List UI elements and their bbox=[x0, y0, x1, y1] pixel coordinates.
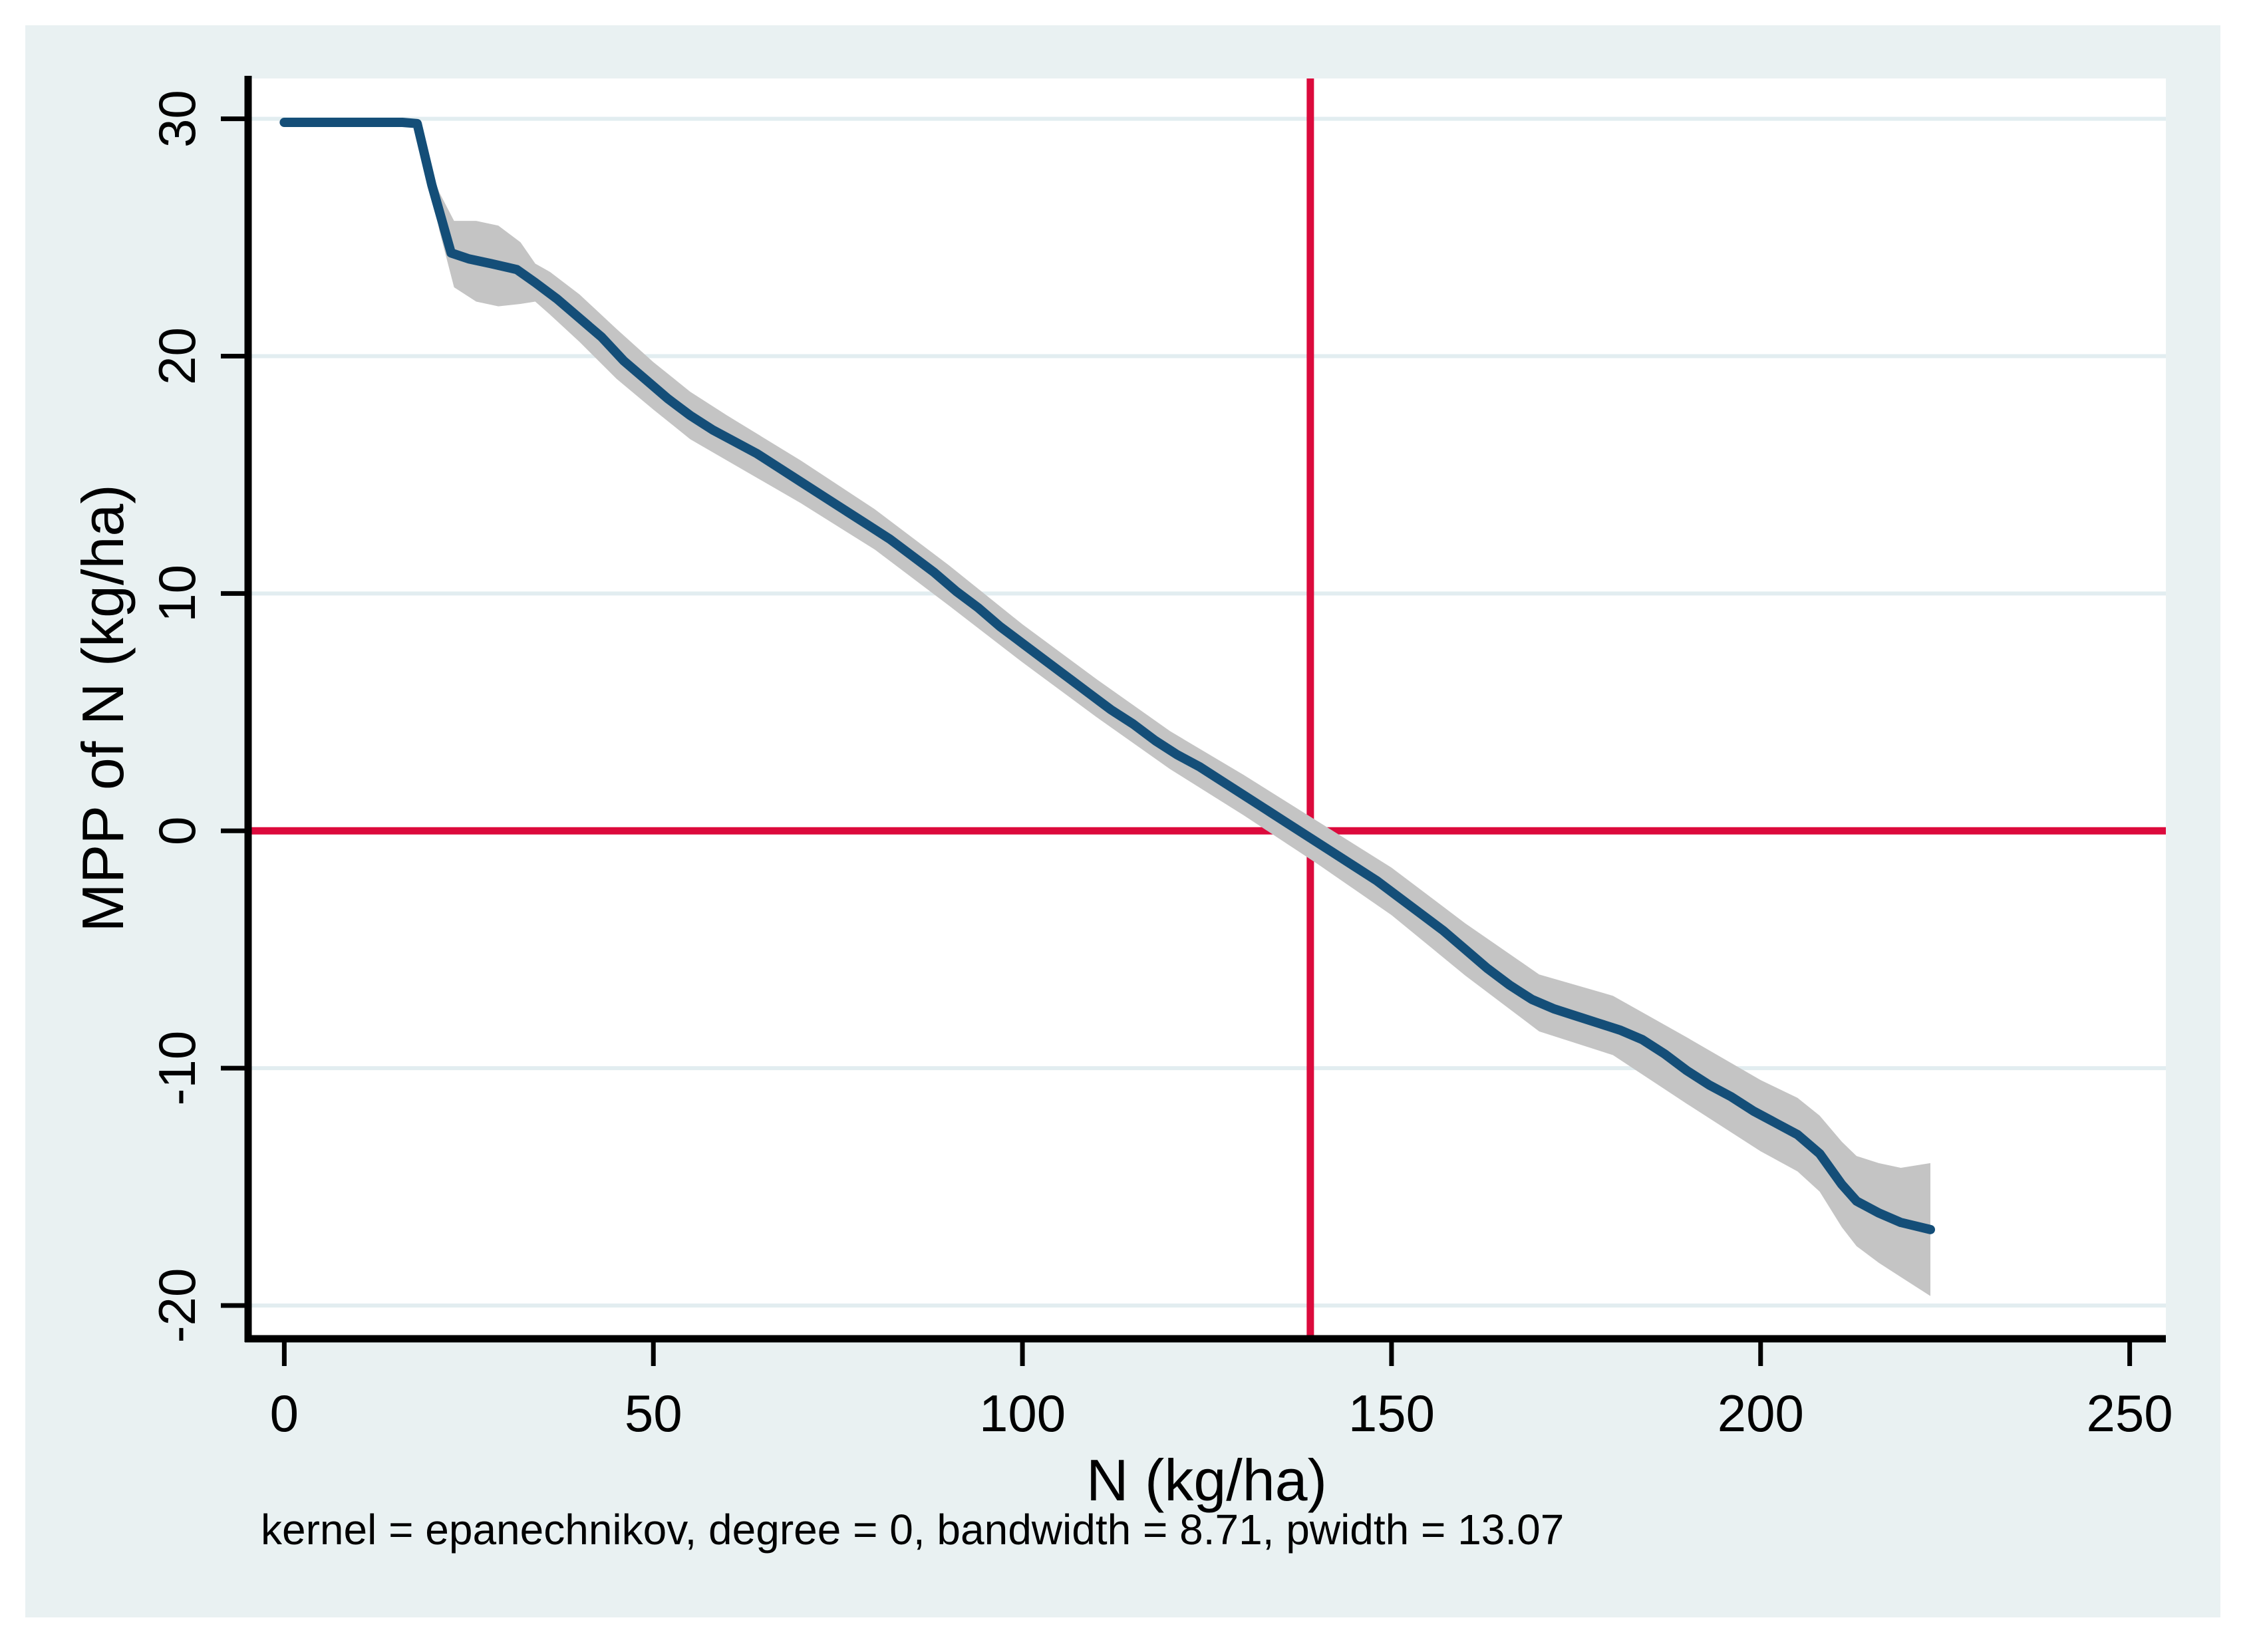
y-tick-label-10: 10 bbox=[148, 565, 206, 622]
x-tick-label-100: 100 bbox=[979, 1384, 1066, 1443]
smooth-line bbox=[279, 118, 1936, 1234]
y-tick-label-30: 30 bbox=[148, 90, 206, 148]
y-tick-label-0: 0 bbox=[148, 817, 206, 845]
x-tick-label-50: 50 bbox=[625, 1384, 682, 1443]
y-axis-title: MPP of N (kg/ha) bbox=[70, 484, 136, 932]
x-axis-title: N (kg/ha) bbox=[1086, 1447, 1327, 1513]
x-tick-label-250: 250 bbox=[2087, 1384, 2173, 1443]
y-tick-label-20: 20 bbox=[148, 327, 206, 385]
y-tick-label--20: -20 bbox=[148, 1268, 206, 1343]
kernel-note: kernel = epanechnikov, degree = 0, bandw… bbox=[261, 1506, 1564, 1554]
x-axis-ticks: 0 50 100 150 200 250 bbox=[270, 1342, 2173, 1443]
y-axis-ticks: 30 20 10 0 -10 -20 bbox=[148, 90, 245, 1343]
y-tick-label--10: -10 bbox=[148, 1031, 206, 1106]
x-tick-label-0: 0 bbox=[270, 1384, 299, 1443]
x-tick-label-200: 200 bbox=[1718, 1384, 1804, 1443]
x-tick-label-150: 150 bbox=[1348, 1384, 1435, 1443]
